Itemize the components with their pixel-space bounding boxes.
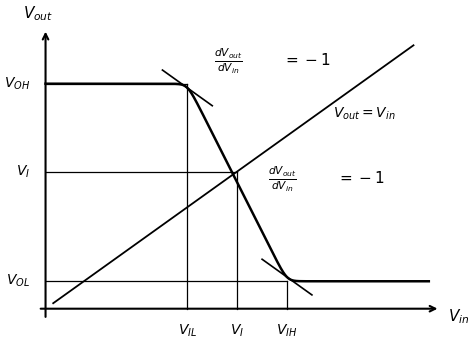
Text: $=-1$: $=-1$ [337,170,384,186]
Text: $V_{out}$: $V_{out}$ [23,5,53,23]
Text: $V_I$: $V_I$ [230,322,244,339]
Text: $\frac{dV_{out}}{dV_{in}}$: $\frac{dV_{out}}{dV_{in}}$ [268,165,296,194]
Text: $V_{out}=V_{in}$: $V_{out}=V_{in}$ [333,106,395,122]
Text: $V_{OL}$: $V_{OL}$ [6,273,30,289]
Text: $V_I$: $V_I$ [16,163,30,180]
Text: $V_{OH}$: $V_{OH}$ [4,75,30,92]
Text: $\frac{dV_{out}}{dV_{in}}$: $\frac{dV_{out}}{dV_{in}}$ [214,47,243,76]
Text: $V_{IH}$: $V_{IH}$ [276,322,298,339]
Text: $V_{IL}$: $V_{IL}$ [178,322,197,339]
Text: $=-1$: $=-1$ [283,52,331,68]
Text: $V_{in}$: $V_{in}$ [448,308,469,326]
